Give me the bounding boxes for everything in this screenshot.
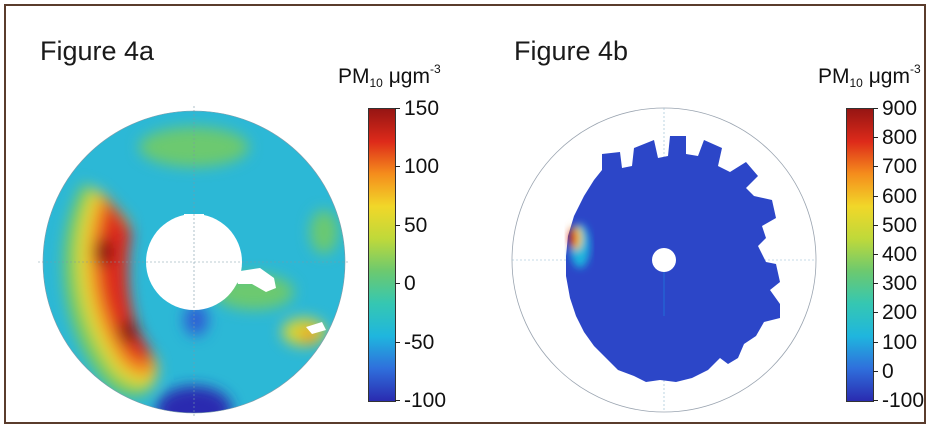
colorbar-4b [846, 108, 874, 402]
colorbar-tick-label: 300 [882, 272, 918, 296]
figure-4a-title: Figure 4a [40, 36, 155, 66]
colorbar-tickmark [873, 312, 878, 314]
colorbar-tickmark [395, 400, 400, 401]
colorbar-tickmark [873, 283, 878, 285]
colorbar-tick-label: 0 [404, 272, 416, 296]
polar-plot-4b [511, 107, 817, 413]
colorbar-tickmark [873, 341, 878, 343]
figure-frame: Figure 4a [4, 4, 926, 424]
colorbar-tickmark [873, 254, 878, 255]
colorbar-tick-label: -100 [882, 389, 925, 412]
colorbar-tick-label: 400 [882, 243, 918, 266]
figure-4b-title: Figure 4b [514, 36, 629, 66]
colorbar-tick-label: 150 [404, 97, 440, 120]
colorbar-tickmark [873, 108, 878, 109]
colorbar-tick-label: -100 [404, 389, 447, 412]
colorbar-4b-label: PM10 μgm-3 [818, 62, 921, 90]
colorbar-tick-label: -50 [404, 330, 435, 354]
colorbar-tickmark [873, 370, 878, 372]
polar-plot-4a [38, 106, 350, 418]
colorbar-tick-label: 0 [882, 359, 894, 383]
colorbar-tickmark [873, 224, 878, 226]
colorbar-tickmark [873, 400, 878, 401]
colorbar-tick-label: 700 [882, 155, 918, 179]
colorbar-4a-label: PM10 μgm-3 [338, 62, 441, 90]
colorbar-tick-label: 600 [882, 184, 918, 208]
colorbar-4a [368, 108, 396, 402]
colorbar-tickmark [873, 137, 878, 139]
colorbar-tick-label: 500 [882, 213, 918, 237]
colorbar-tickmark [395, 341, 400, 343]
colorbar-tick-label: 900 [882, 97, 918, 120]
colorbar-tick-label: 100 [404, 155, 440, 179]
colorbar-tick-label: 800 [882, 126, 918, 150]
colorbar-tick-label: 100 [882, 330, 918, 354]
colorbar-tickmark [395, 166, 400, 168]
colorbar-tickmark [873, 166, 878, 168]
colorbar-tickmark [873, 195, 878, 197]
colorbar-tick-label: 50 [404, 213, 428, 237]
colorbar-tick-label: 200 [882, 301, 918, 325]
colorbar-tickmark [395, 108, 400, 109]
colorbar-tickmark [395, 224, 400, 226]
colorbar-tickmark [395, 283, 400, 285]
